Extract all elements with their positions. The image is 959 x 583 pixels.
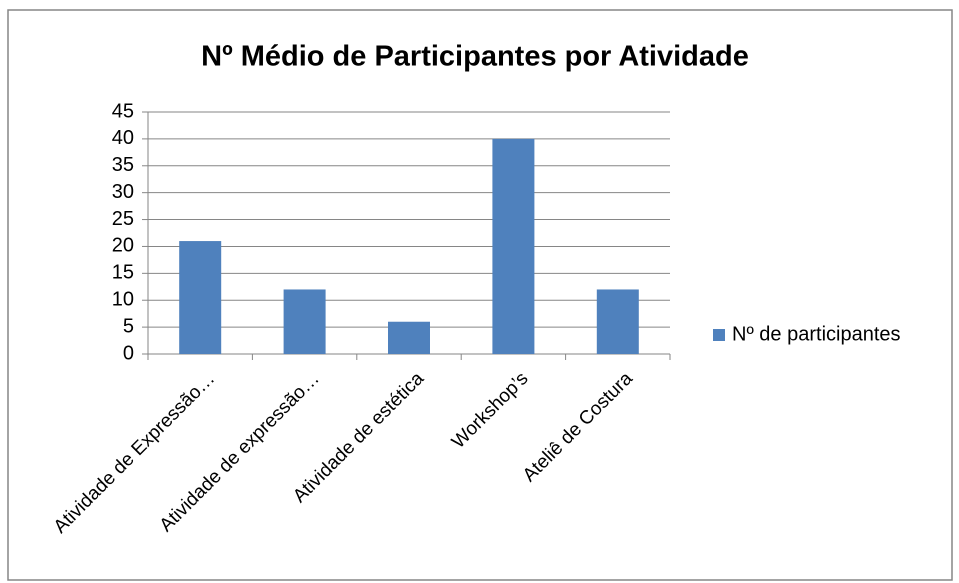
bar [179,241,222,354]
bar [388,321,430,354]
y-tick-label: 30 [112,181,134,203]
y-tick-label: 35 [112,154,134,176]
y-tick-label: 40 [112,127,134,149]
chart-border [7,9,953,581]
y-tick-label: 15 [112,262,134,284]
y-tick-label: 25 [112,208,134,230]
bar [492,138,535,354]
y-tick-label: 10 [112,289,134,311]
y-tick-label: 20 [112,235,134,257]
bar [596,289,639,354]
y-tick-label: 45 [112,100,134,122]
bar [283,289,326,354]
y-tick-label: 5 [123,315,134,337]
legend-swatch [713,329,725,341]
y-tick-label: 0 [123,342,134,364]
chart-title: Nº Médio de Participantes por Atividade [201,41,749,73]
legend-label: Nº de participantes [732,323,901,345]
